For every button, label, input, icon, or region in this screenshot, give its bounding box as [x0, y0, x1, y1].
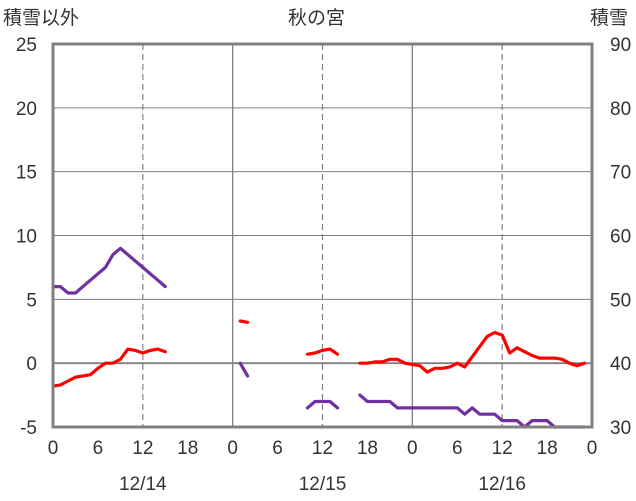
chart-title: 秋の宮: [288, 8, 346, 29]
right-axis-label: 積雪: [589, 8, 628, 29]
x-tick-label: 18: [357, 438, 378, 459]
right-tick-label: 70: [610, 163, 631, 184]
x-tick-label: 18: [177, 438, 198, 459]
left-axis-label: 積雪以外: [3, 8, 80, 29]
temperature-line: [51, 347, 167, 388]
left-tick-label: -5: [20, 418, 37, 439]
temperature-line: [358, 330, 587, 374]
temperature-line: [305, 347, 340, 356]
snow-depth-line: [238, 361, 250, 378]
snow-depth-line: [358, 393, 587, 429]
right-tick-label: 90: [610, 35, 631, 56]
right-tick-label: 80: [610, 99, 631, 120]
snow-depth-line: [51, 246, 167, 295]
x-tick-label: 0: [587, 438, 598, 459]
x-tick-label: 0: [227, 438, 238, 459]
x-tick-label: 0: [48, 438, 59, 459]
left-tick-label: 5: [26, 290, 37, 311]
day-label: 12/14: [119, 474, 167, 495]
x-tick-label: 12: [492, 438, 513, 459]
left-tick-label: 10: [16, 227, 37, 248]
left-tick-label: 0: [26, 354, 37, 375]
x-tick-label: 0: [407, 438, 418, 459]
right-tick-label: 60: [610, 227, 631, 248]
x-tick-label: 12: [132, 438, 153, 459]
right-tick-label: 40: [610, 354, 631, 375]
x-tick-label: 18: [537, 438, 558, 459]
x-tick-label: 12: [312, 438, 333, 459]
day-label: 12/16: [478, 474, 526, 495]
x-tick-label: 6: [272, 438, 283, 459]
left-tick-label: 25: [16, 35, 37, 56]
temperature-line: [238, 319, 250, 324]
left-tick-label: 15: [16, 163, 37, 184]
plot-frame: [51, 42, 594, 429]
right-tick-label: 50: [610, 290, 631, 311]
left-tick-label: 20: [16, 99, 37, 120]
right-tick-label: 30: [610, 418, 631, 439]
x-tick-label: 6: [93, 438, 104, 459]
snow-depth-line: [305, 399, 340, 410]
x-tick-label: 6: [452, 438, 463, 459]
day-label: 12/15: [299, 474, 347, 495]
